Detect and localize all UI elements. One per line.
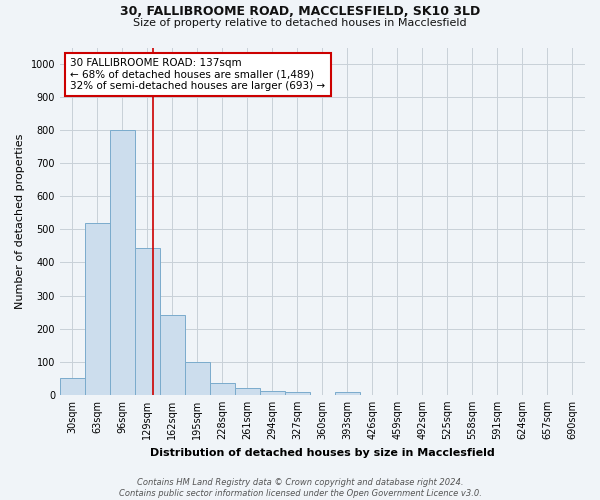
Bar — [285, 392, 310, 395]
X-axis label: Distribution of detached houses by size in Macclesfield: Distribution of detached houses by size … — [150, 448, 495, 458]
Bar — [160, 316, 185, 395]
Bar — [85, 223, 110, 395]
Bar — [260, 392, 285, 395]
Bar — [210, 382, 235, 395]
Y-axis label: Number of detached properties: Number of detached properties — [15, 134, 25, 309]
Bar — [335, 392, 360, 395]
Bar — [135, 248, 160, 395]
Text: Size of property relative to detached houses in Macclesfield: Size of property relative to detached ho… — [133, 18, 467, 28]
Text: Contains HM Land Registry data © Crown copyright and database right 2024.
Contai: Contains HM Land Registry data © Crown c… — [119, 478, 481, 498]
Text: 30, FALLIBROOME ROAD, MACCLESFIELD, SK10 3LD: 30, FALLIBROOME ROAD, MACCLESFIELD, SK10… — [120, 5, 480, 18]
Bar — [235, 388, 260, 395]
Bar — [185, 362, 210, 395]
Bar — [60, 378, 85, 395]
Text: 30 FALLIBROOME ROAD: 137sqm
← 68% of detached houses are smaller (1,489)
32% of : 30 FALLIBROOME ROAD: 137sqm ← 68% of det… — [70, 58, 326, 91]
Bar — [110, 130, 135, 395]
